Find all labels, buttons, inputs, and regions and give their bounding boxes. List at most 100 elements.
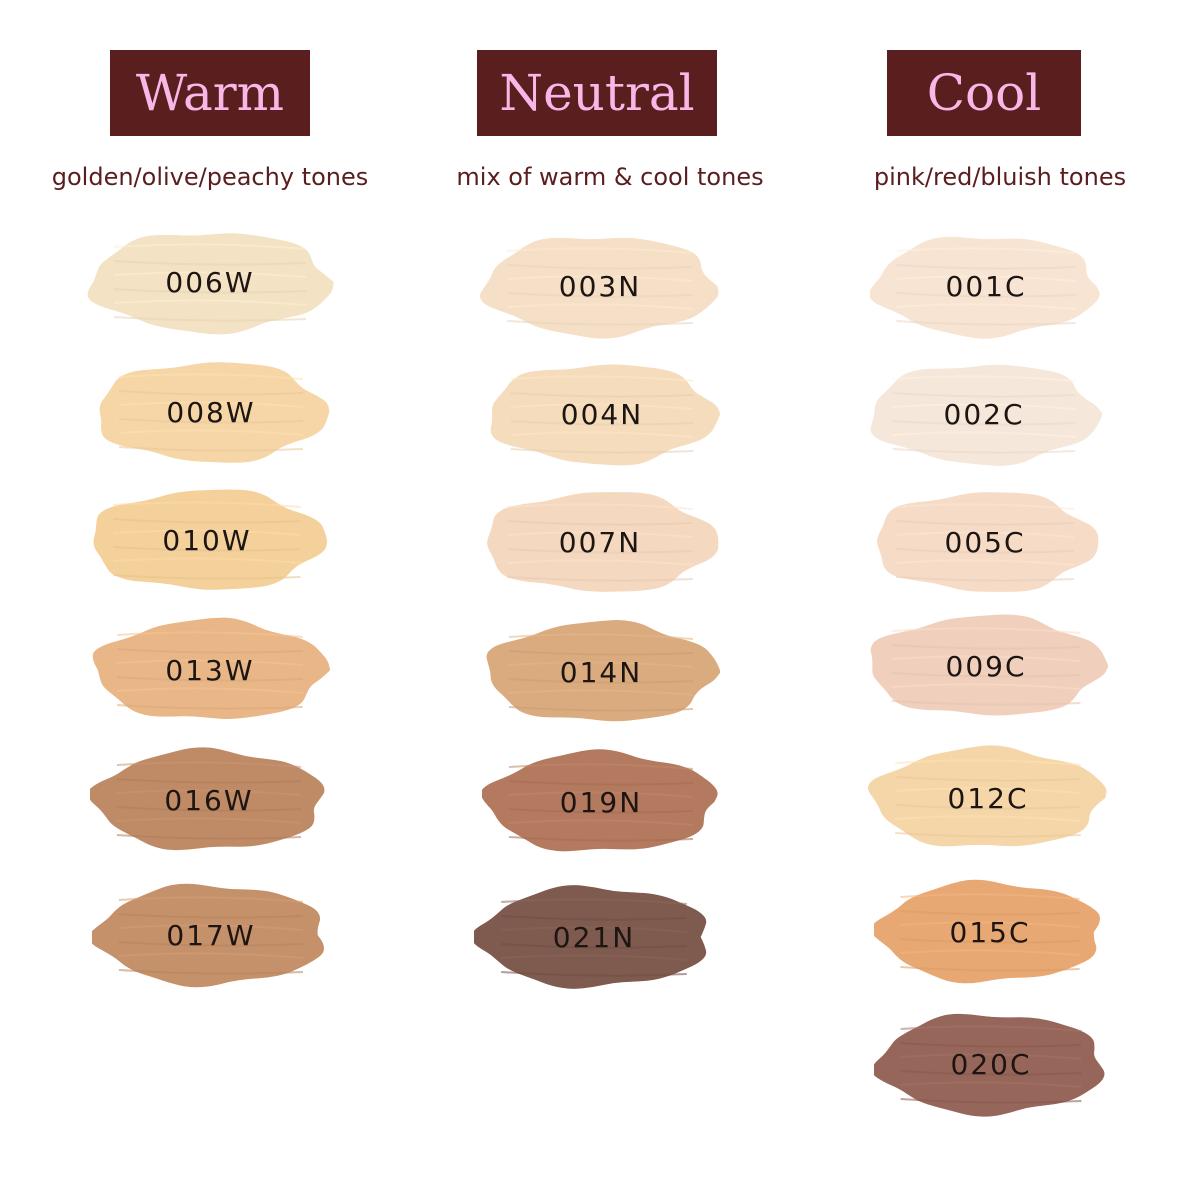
swatch-smudge-body — [92, 883, 325, 988]
swatch-streak — [116, 834, 302, 840]
swatch-002c[interactable]: 002C — [866, 354, 1102, 474]
swatch-smudge — [474, 885, 707, 989]
swatch-009c[interactable]: 009C — [864, 606, 1108, 726]
swatch-smudge-body — [92, 617, 330, 719]
swatch-streak — [895, 787, 1081, 794]
swatch-streak — [896, 247, 1076, 254]
swatch-streak — [118, 969, 304, 975]
swatch-021n[interactable]: 021N — [474, 877, 714, 997]
swatch-streak — [116, 761, 302, 768]
swatch-label: 014N — [559, 655, 643, 689]
swatch-smudge — [92, 617, 330, 719]
swatch-streak — [508, 808, 694, 814]
swatch-streak — [501, 915, 687, 921]
swatch-streak — [891, 672, 1081, 678]
swatch-streak — [501, 898, 687, 905]
swatch-label: 003N — [558, 269, 642, 303]
swatch-streak — [507, 264, 693, 270]
swatch-streak — [900, 921, 1080, 928]
swatch-label: 005C — [944, 525, 1026, 559]
swatch-streak — [501, 926, 687, 933]
swatch-streak — [507, 531, 693, 538]
swatch-streak — [508, 819, 694, 826]
swatch-streak — [113, 557, 301, 564]
swatch-smudge-body — [482, 749, 718, 852]
swatch-010w[interactable]: 010W — [86, 480, 328, 600]
swatch-streak — [900, 1070, 1082, 1076]
swatch-smudge-body — [480, 237, 719, 339]
swatch-streak — [113, 271, 307, 278]
swatch-streak — [507, 576, 693, 582]
swatch-streak — [900, 1025, 1082, 1032]
swatch-streak — [896, 275, 1076, 282]
swatch-streak — [113, 316, 307, 322]
swatch-streak — [900, 1042, 1082, 1048]
swatch-smudge-body — [87, 233, 334, 335]
swatch-streak — [891, 683, 1081, 690]
swatch-streak — [896, 303, 1076, 310]
swatch-008w[interactable]: 008W — [92, 352, 330, 472]
swatch-streak — [892, 403, 1076, 410]
swatch-streak — [895, 804, 1081, 810]
swatch-streak — [895, 759, 1081, 766]
swatch-label: 012C — [947, 781, 1029, 815]
swatch-smudge — [480, 237, 719, 339]
swatch-streak — [113, 501, 301, 508]
swatch-streak — [118, 913, 304, 919]
swatch-streak — [118, 952, 304, 959]
swatch-label: 007N — [558, 525, 642, 559]
swatch-smudge — [877, 492, 1099, 592]
swatch-streak — [900, 1081, 1082, 1088]
swatch-streak — [900, 910, 1080, 916]
swatch-003n[interactable]: 003N — [480, 226, 720, 346]
swatch-smudge — [92, 883, 325, 988]
swatch-streak — [117, 687, 303, 694]
swatch-streak — [507, 247, 693, 254]
neutral-column: Neutral mix of warm & cool tones 003N 00… — [420, 0, 800, 1200]
swatch-015c[interactable]: 015C — [874, 872, 1106, 992]
swatch-streak — [501, 954, 687, 961]
swatch-label: 013W — [165, 653, 255, 687]
swatch-streak — [508, 689, 694, 696]
swatch-label: 001C — [945, 269, 1027, 303]
swatch-label: 021N — [552, 920, 636, 954]
swatch-label: 002C — [943, 397, 1025, 431]
swatch-005c[interactable]: 005C — [870, 482, 1100, 602]
swatch-streak — [896, 559, 1074, 566]
swatch-smudge — [90, 747, 325, 851]
swatch-streak — [118, 429, 304, 436]
neutral-subtitle: mix of warm & cool tones — [456, 163, 764, 191]
swatch-007n[interactable]: 007N — [480, 482, 720, 602]
swatch-streak — [118, 390, 304, 396]
swatch-smudge — [870, 236, 1100, 339]
swatch-streak — [508, 706, 694, 712]
swatch-006w[interactable]: 006W — [86, 222, 334, 342]
swatch-012c[interactable]: 012C — [868, 738, 1108, 858]
swatch-020c[interactable]: 020C — [874, 1004, 1108, 1124]
swatch-014n[interactable]: 014N — [482, 612, 720, 732]
swatch-streak — [508, 780, 694, 786]
swatch-label: 019N — [559, 785, 643, 819]
swatch-streak — [501, 971, 687, 977]
swatch-smudge — [93, 489, 328, 590]
swatch-smudge — [870, 364, 1102, 466]
swatch-001c[interactable]: 001C — [870, 226, 1102, 346]
swatch-label: 010W — [162, 523, 252, 557]
swatch-004n[interactable]: 004N — [484, 354, 720, 474]
swatch-streak — [891, 700, 1081, 706]
swatch-016w[interactable]: 016W — [90, 740, 328, 860]
swatch-013w[interactable]: 013W — [90, 610, 330, 730]
swatch-smudge — [874, 879, 1101, 984]
swatch-streak — [508, 836, 694, 842]
swatch-streak — [117, 648, 303, 654]
swatch-smudge-body — [874, 879, 1101, 984]
swatch-streak — [896, 503, 1074, 510]
swatch-019n[interactable]: 019N — [482, 742, 720, 862]
swatch-streak — [507, 275, 693, 282]
swatch-smudge — [486, 620, 720, 722]
swatch-streak — [117, 676, 303, 682]
swatch-streak — [895, 832, 1081, 838]
swatch-label: 020C — [950, 1047, 1032, 1081]
swatch-streak — [892, 392, 1076, 398]
swatch-017w[interactable]: 017W — [92, 875, 330, 995]
